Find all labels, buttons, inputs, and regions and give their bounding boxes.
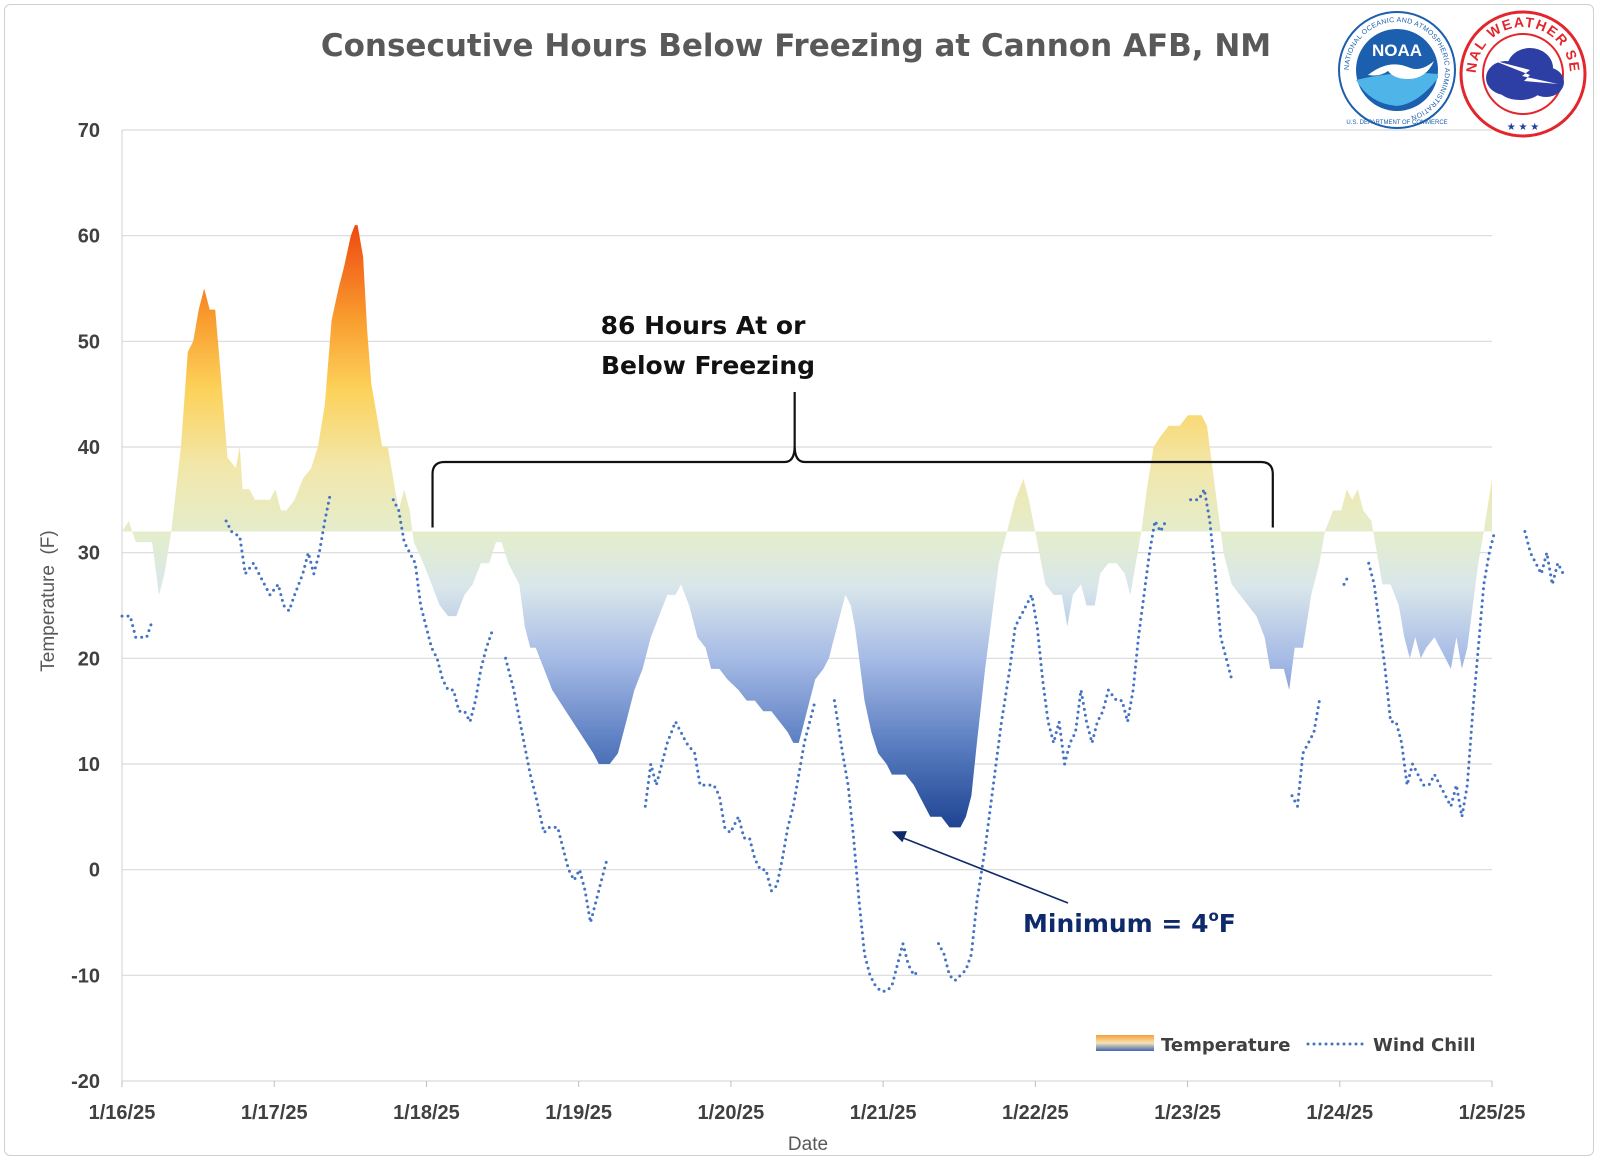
noaa-logo: NOAA NATIONAL OCEANIC AND ATMOSPHERIC AD… xyxy=(1338,11,1456,129)
bracket-label-line1: 86 Hours At or xyxy=(601,311,806,340)
minimum-value: Minimum = 4 xyxy=(1023,909,1208,938)
legend-wind-chill-label: Wind Chill xyxy=(1373,1035,1476,1056)
svg-text:★ ★ ★: ★ ★ ★ xyxy=(1507,122,1539,133)
minimum-label: Minimum = 4oF xyxy=(1023,907,1236,938)
freezing-bracket xyxy=(431,392,1274,528)
minimum-degree: o xyxy=(1208,907,1218,925)
y-tick-label: 0 xyxy=(89,860,100,882)
wind-chill-segment xyxy=(120,614,154,639)
wind-chill-segment xyxy=(1523,530,1565,585)
y-tick-label: 70 xyxy=(78,120,100,142)
y-tick-label: 10 xyxy=(78,754,100,776)
x-axis-ticks: 1/16/25 1/17/25 1/18/25 1/19/25 1/20/25 1/21/… xyxy=(89,1081,1526,1124)
y-tick-label: 40 xyxy=(78,437,100,459)
y-tick-label: 50 xyxy=(78,331,100,353)
x-tick-label: 1/24/25 xyxy=(1306,1102,1373,1124)
y-axis-ticks: 70 60 50 40 30 20 10 0 -10 -20 xyxy=(71,120,100,1093)
chart-frame xyxy=(4,4,1594,1156)
x-tick-label: 1/23/25 xyxy=(1154,1102,1221,1124)
legend: Temperature Wind Chill xyxy=(1096,1035,1476,1056)
x-axis-label: Date xyxy=(788,1134,828,1155)
y-tick-label: 20 xyxy=(78,648,100,670)
y-tick-label: 60 xyxy=(78,226,100,248)
x-tick-label: 1/19/25 xyxy=(545,1102,612,1124)
wind-chill-segment xyxy=(643,699,817,894)
y-tick-label: -10 xyxy=(71,965,100,987)
noaa-logo-text: NOAA xyxy=(1372,41,1422,60)
y-axis-label: Temperature (F) xyxy=(38,530,59,671)
minimum-arrowhead xyxy=(891,831,907,843)
minimum-arrow xyxy=(901,836,1069,904)
legend-temperature-swatch xyxy=(1096,1035,1154,1051)
temperature-area xyxy=(122,225,1492,828)
noaa-bottom-text: U.S. DEPARTMENT OF COMMERCE xyxy=(1346,120,1447,126)
chart-title: Consecutive Hours Below Freezing at Cann… xyxy=(321,28,1271,64)
wind-chill-segment xyxy=(937,516,1168,983)
x-tick-label: 1/25/25 xyxy=(1459,1102,1526,1124)
wind-chill-series xyxy=(120,484,1565,993)
wind-chill-segment xyxy=(1367,530,1497,818)
x-tick-label: 1/18/25 xyxy=(393,1102,460,1124)
wind-chill-segment xyxy=(504,656,609,923)
wind-chill-segment xyxy=(1342,572,1351,586)
x-tick-label: 1/17/25 xyxy=(241,1102,308,1124)
x-tick-label: 1/21/25 xyxy=(850,1102,917,1124)
y-tick-label: -20 xyxy=(71,1071,100,1093)
legend-temperature-label: Temperature xyxy=(1161,1035,1290,1056)
x-tick-label: 1/22/25 xyxy=(1002,1102,1069,1124)
x-tick-label: 1/16/25 xyxy=(89,1102,156,1124)
bracket-label-line2: Below Freezing xyxy=(601,351,815,380)
minimum-unit: F xyxy=(1219,909,1236,938)
wind-chill-segment xyxy=(1189,484,1234,681)
wind-chill-segment xyxy=(832,699,921,993)
x-tick-label: 1/20/25 xyxy=(698,1102,765,1124)
y-tick-label: 30 xyxy=(78,543,100,565)
wind-chill-segment xyxy=(1290,699,1321,812)
wind-chill-segment xyxy=(224,493,332,614)
